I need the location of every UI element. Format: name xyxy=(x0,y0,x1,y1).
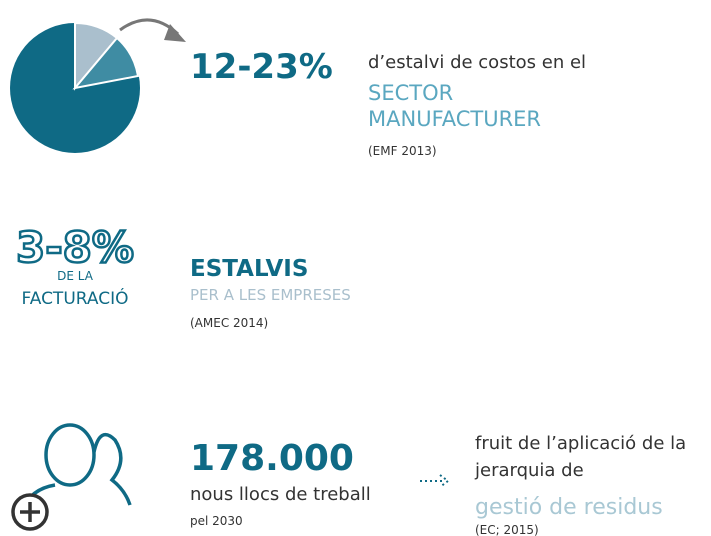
source: (EC; 2015) xyxy=(475,523,539,536)
text-line: SECTOR xyxy=(368,81,453,105)
figure: 178.000 xyxy=(190,438,354,479)
note-line: fruit de l’aplicació de la xyxy=(475,433,686,454)
figure: 12-23% xyxy=(190,47,333,87)
figure-caption: DE LA xyxy=(57,269,94,283)
source: (EMF 2013) xyxy=(368,144,437,158)
figure: 3-8% xyxy=(16,223,134,272)
text-line: nous llocs de treball xyxy=(190,484,371,505)
text-line: PER A LES EMPRESES xyxy=(190,286,351,304)
text-line: MANUFACTURER xyxy=(368,107,541,131)
source: pel 2030 xyxy=(190,514,243,528)
arrow-head xyxy=(164,24,186,42)
text-line: d’estalvi de costos en el xyxy=(368,52,586,73)
note-line: gestió de residus xyxy=(475,495,663,520)
dotted-arrow xyxy=(420,474,450,488)
text-line: ESTALVIS xyxy=(190,256,308,282)
note-line: jerarquia de xyxy=(474,460,584,481)
figure-caption: FACTURACIÓ xyxy=(22,287,129,309)
pie-icon xyxy=(10,21,140,153)
source: (AMEC 2014) xyxy=(190,316,268,330)
people-icon xyxy=(11,423,132,531)
